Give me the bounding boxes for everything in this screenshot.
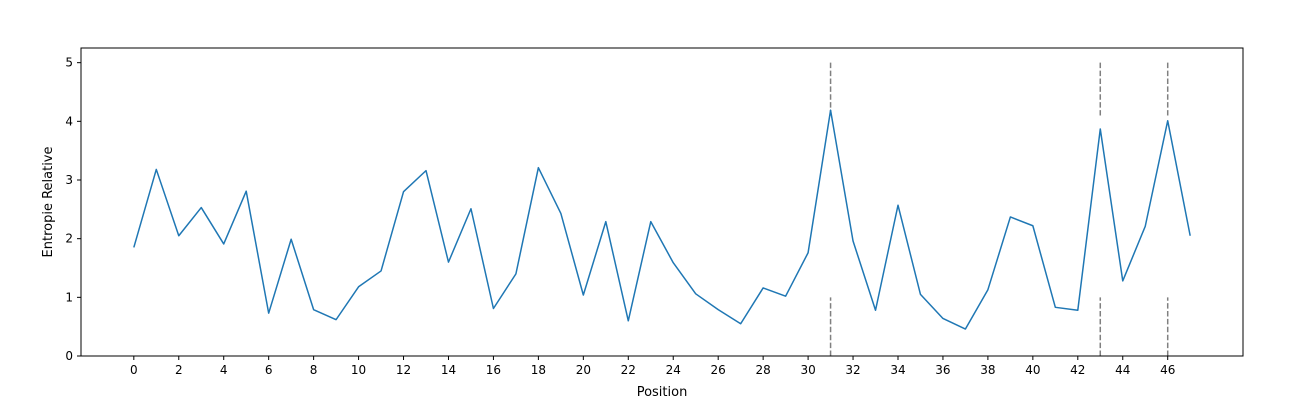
axes-frame [80,47,1244,357]
x-axis: 0 2 4 6 8 10 12 14 16 18 20 22 24 26 28 30 32 34 36 38 40 42 4… [130,356,1175,377]
plot-area [133,62,1191,356]
x-tick-label: 0 [130,363,138,377]
x-tick-label: 20 [576,363,591,377]
series-line-0 [133,109,1191,330]
x-tick-label: 16 [486,363,501,377]
x-tick-label: 42 [1070,363,1085,377]
y-tick-label: 3 [65,173,73,187]
x-tick-label: 10 [351,363,366,377]
x-tick-label: 46 [1160,363,1175,377]
x-tick-label: 4 [220,363,228,377]
y-tick-label: 2 [65,232,73,246]
x-tick-label: 44 [1115,363,1130,377]
x-tick-label: 14 [441,363,456,377]
x-tick-label: 22 [621,363,636,377]
x-axis-label: Position [637,385,688,400]
y-tick-label: 5 [65,56,73,70]
x-tick-label: 2 [175,363,183,377]
x-tick-label: 34 [890,363,905,377]
x-tick-label: 8 [310,363,318,377]
x-tick-label: 32 [845,363,860,377]
x-tick-label: 30 [800,363,815,377]
x-tick-label: 24 [666,363,681,377]
x-tick-label: 38 [980,363,995,377]
y-tick-label: 1 [65,290,73,304]
x-tick-label: 40 [1025,363,1040,377]
x-tick-label: 6 [265,363,273,377]
x-tick-label: 26 [711,363,726,377]
x-tick-label: 28 [756,363,771,377]
x-tick-label: 18 [531,363,546,377]
y-axis-label: Entropie Relative [41,147,56,258]
y-tick-label: 0 [65,349,73,363]
y-axis: 0 1 2 3 4 5 [65,56,81,363]
x-tick-label: 36 [935,363,950,377]
x-tick-label: 12 [396,363,411,377]
y-tick-label: 4 [65,114,73,128]
